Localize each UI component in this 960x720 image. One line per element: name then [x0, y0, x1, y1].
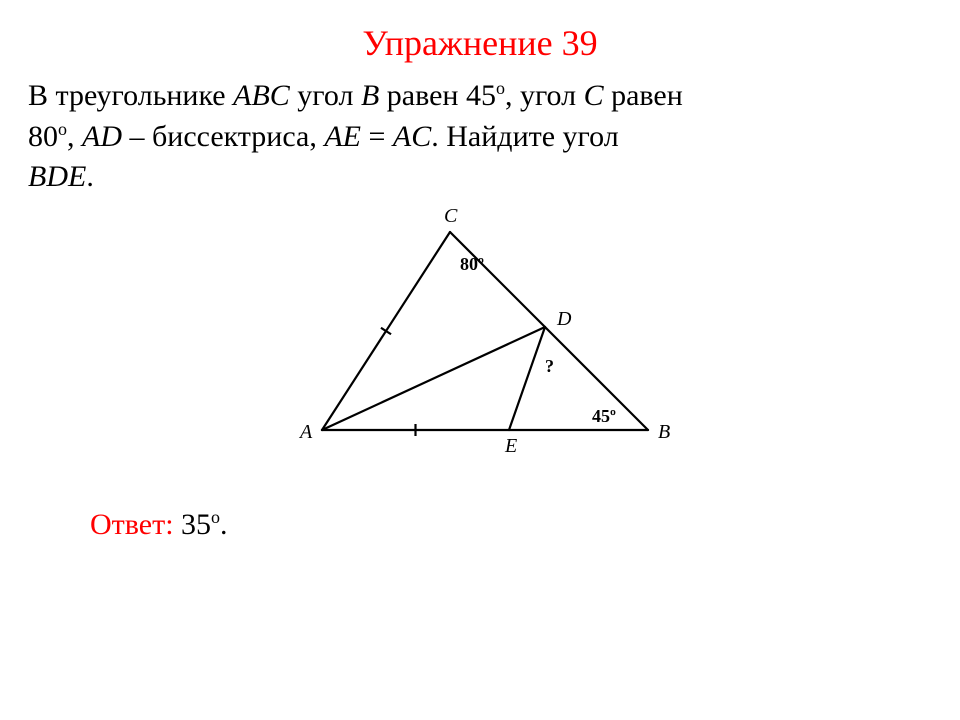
- svg-text:D: D: [556, 308, 572, 330]
- deg: о: [211, 507, 220, 527]
- t: ,: [67, 120, 82, 153]
- t: – биссектриса,: [122, 120, 324, 153]
- t: AC: [393, 120, 431, 153]
- svg-text:?: ?: [545, 356, 554, 376]
- t: В треугольнике: [28, 79, 233, 112]
- t: B: [361, 79, 379, 112]
- t: ABC: [233, 79, 290, 112]
- t: .: [86, 160, 94, 193]
- t: равен: [604, 79, 683, 112]
- answer-label: Ответ:: [90, 508, 174, 541]
- svg-text:45º: 45º: [592, 406, 616, 426]
- t: BDE: [28, 160, 86, 193]
- t: угол: [290, 79, 361, 112]
- answer-line: Ответ: 35о.: [0, 507, 960, 542]
- deg: о: [58, 119, 67, 139]
- t: равен 45: [379, 79, 496, 112]
- svg-text:A: A: [298, 421, 313, 443]
- problem-text: В треугольнике ABC угол B равен 45о, уго…: [0, 72, 960, 198]
- exercise-title: Упражнение 39: [0, 0, 960, 72]
- svg-text:80º: 80º: [460, 254, 484, 274]
- t: .: [220, 508, 228, 541]
- t: C: [584, 79, 604, 112]
- svg-text:C: C: [444, 205, 458, 227]
- t: =: [361, 120, 393, 153]
- svg-text:B: B: [658, 421, 670, 443]
- t: , угол: [505, 79, 584, 112]
- t: AD: [82, 120, 122, 153]
- svg-text:E: E: [504, 435, 517, 457]
- t: AE: [324, 120, 361, 153]
- t: 80: [28, 120, 58, 153]
- t: . Найдите угол: [431, 120, 618, 153]
- geometry-figure: A B C D E 80º 45º?: [270, 202, 690, 467]
- deg: о: [496, 78, 505, 98]
- answer-value: 35: [174, 508, 212, 541]
